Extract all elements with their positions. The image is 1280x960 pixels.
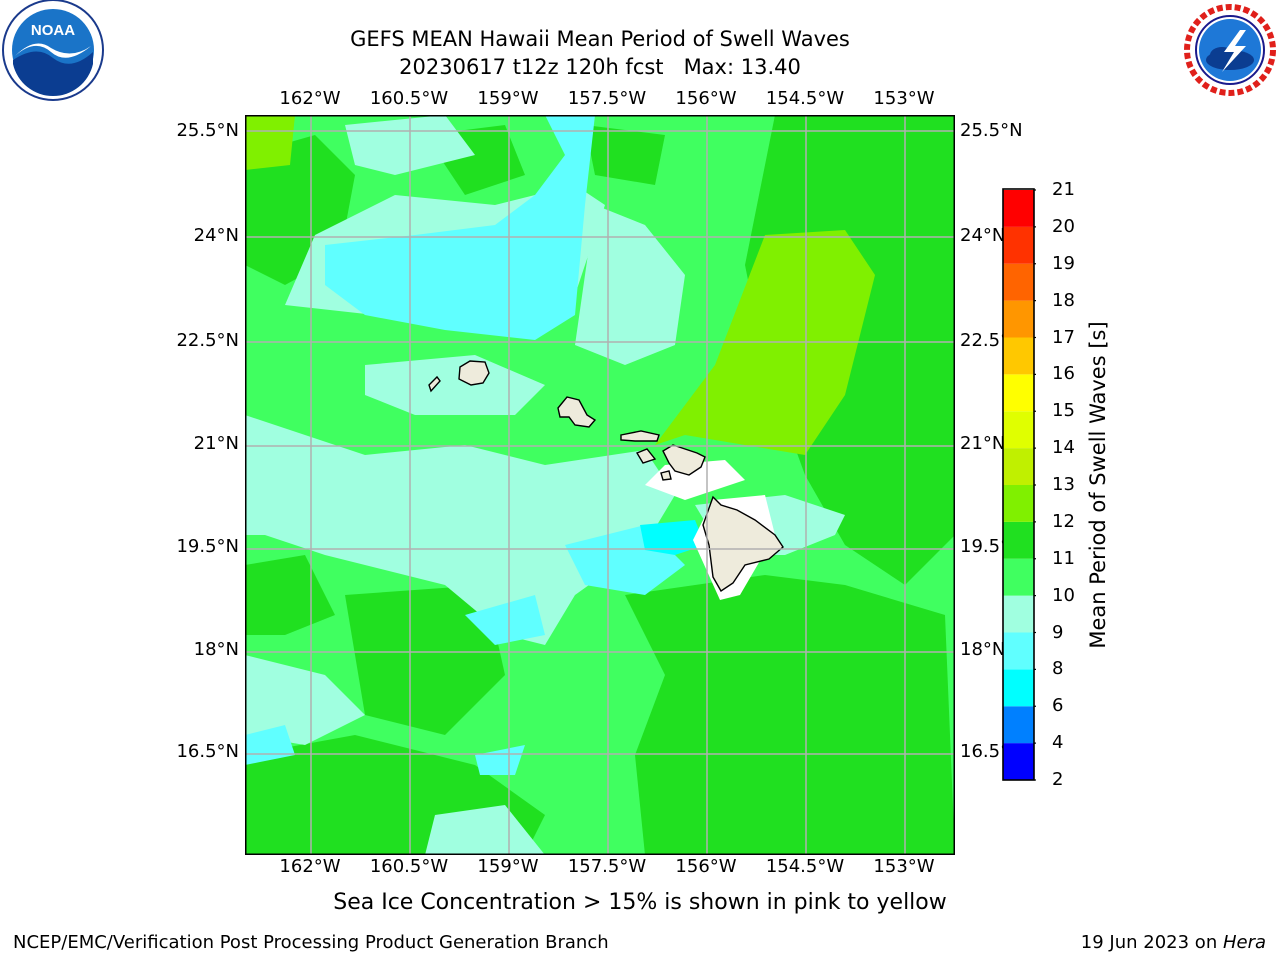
- colorbar-level-label: 14: [1052, 437, 1075, 459]
- lat-label: 24°N: [960, 225, 1006, 246]
- lon-label: 157.5°W: [567, 856, 647, 877]
- gridlines: [245, 115, 955, 855]
- map-frame: [245, 115, 955, 855]
- lat-label: 21°N: [960, 433, 1006, 454]
- colorbar-segment: [1003, 558, 1034, 596]
- svg-text:NOAA: NOAA: [31, 22, 75, 39]
- chart-subtitle: 20230617 t12z 120h fcst Max: 13.40: [399, 55, 801, 79]
- colorbar-segment: [1003, 669, 1034, 707]
- lat-label: 22.5°N: [176, 330, 239, 351]
- island-kauai: [458, 360, 490, 386]
- colorbar-segment: [1003, 485, 1034, 522]
- colorbar-segment: [1003, 263, 1034, 301]
- lon-label: 154.5°W: [765, 88, 845, 109]
- lon-label: 157.5°W: [567, 88, 647, 109]
- nws-logo: [1182, 2, 1278, 98]
- colorbar-level-label: 18: [1052, 289, 1075, 311]
- lon-label: 159°W: [477, 88, 539, 109]
- colorbar-level-label: 4: [1052, 732, 1064, 754]
- island-kahoolawe: [660, 470, 672, 481]
- lon-label: 160.5°W: [369, 88, 449, 109]
- colorbar-level-label: 16: [1052, 363, 1075, 385]
- lon-label: 154.5°W: [765, 856, 845, 877]
- footer-date-text: 19 Jun 2023 on: [1080, 932, 1223, 953]
- colorbar-level-label: 13: [1052, 474, 1075, 495]
- island-hawaii: [702, 495, 784, 592]
- colorbar-title: Mean Period of Swell Waves [s]: [1086, 321, 1110, 649]
- colorbar-level-label: 2: [1052, 769, 1064, 790]
- colorbar-level-label: 8: [1052, 658, 1064, 680]
- colorbar-level-label: 6: [1052, 695, 1064, 717]
- lat-label: 25.5°N: [960, 120, 1023, 141]
- islands: [428, 360, 784, 592]
- colorbar-level-label: 19: [1052, 252, 1075, 274]
- footer-date: 19 Jun 2023 on Hera: [1081, 932, 1266, 953]
- lat-label: 18°N: [193, 639, 239, 660]
- island-maui: [662, 444, 706, 476]
- lat-label: 25.5°N: [176, 120, 239, 141]
- lon-label: 153°W: [873, 856, 935, 877]
- lon-label: 162°W: [279, 856, 341, 877]
- chart-title: GEFS MEAN Hawaii Mean Period of Swell Wa…: [350, 27, 850, 51]
- lon-label: 162°W: [279, 88, 341, 109]
- colorbar-segment: [1003, 190, 1034, 227]
- colorbar-level-label: 9: [1052, 621, 1064, 643]
- lat-label: 24°N: [193, 225, 239, 246]
- colorbar-segment: [1003, 521, 1034, 559]
- lon-label: 159°W: [477, 856, 539, 877]
- colorbar-segment: [1003, 226, 1034, 264]
- lat-label: 21°N: [193, 433, 239, 454]
- sea-ice-note: Sea Ice Concentration > 15% is shown in …: [333, 890, 947, 915]
- colorbar-level-label: 21: [1052, 179, 1075, 200]
- swell-period-map: [245, 115, 955, 855]
- island-lanai: [635, 448, 657, 464]
- colorbar-level-label: 17: [1052, 326, 1075, 348]
- colorbar-level-label: 20: [1052, 215, 1075, 237]
- colorbar-level-label: 12: [1052, 510, 1075, 532]
- colorbar-segment: [1003, 411, 1034, 449]
- colorbar-level-label: 15: [1052, 400, 1075, 422]
- colorbar-segment: [1003, 632, 1034, 670]
- lon-label: 153°W: [873, 88, 935, 109]
- colorbar-segment: [1003, 337, 1034, 375]
- colorbar-level-label: 10: [1052, 584, 1075, 606]
- colorbar-segment: [1003, 374, 1034, 412]
- footer-credit: NCEP/EMC/Verification Post Processing Pr…: [13, 932, 609, 953]
- noaa-logo: NOAA: [2, 0, 104, 101]
- island-niihau: [428, 375, 441, 393]
- colorbar-segment: [1003, 706, 1034, 744]
- colorbar-level-label: 11: [1052, 547, 1075, 569]
- field-6-8: [640, 520, 705, 555]
- lon-label: 160.5°W: [369, 856, 449, 877]
- lon-label: 156°W: [675, 856, 737, 877]
- lat-label: 19.5°N: [176, 536, 239, 557]
- island-oahu: [557, 396, 597, 428]
- footer-host: Hera: [1222, 932, 1266, 953]
- colorbar-segment: [1003, 595, 1034, 633]
- colorbar-segment: [1003, 300, 1034, 338]
- lat-label: 16.5°N: [176, 741, 239, 762]
- colorbar-segment: [1003, 448, 1034, 485]
- colorbar-segment: [1003, 743, 1034, 780]
- lon-label: 156°W: [675, 88, 737, 109]
- island-molokai: [620, 430, 660, 442]
- colorbar: [1002, 188, 1036, 781]
- lat-label: 18°N: [960, 639, 1006, 660]
